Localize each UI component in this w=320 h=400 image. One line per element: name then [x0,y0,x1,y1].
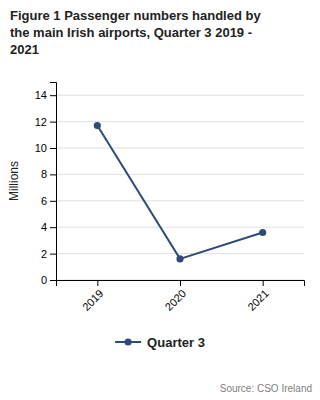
y-tick-label: 6 [41,195,47,207]
x-axis: 2019 2020 2021 [57,280,305,313]
grid-line [56,95,304,96]
legend-marker [125,338,132,345]
y-axis-title: Millions [7,161,21,201]
y-tick-mark [50,95,56,96]
x-tick-mark [180,280,181,286]
y-tick: 0 [41,274,56,286]
y-tick-label: 12 [35,116,47,128]
x-tick-label: 2019 [80,287,106,313]
y-tick-label: 8 [41,168,47,180]
y-tick-label: 0 [41,274,47,286]
title-line: 2021 [10,42,39,57]
y-tick: 10 [35,142,56,154]
x-tick: 2020 [162,280,188,313]
chart: Figure 1 Passenger numbers handled by the… [0,0,320,400]
y-tick-mark [50,148,56,149]
point [176,255,183,262]
legend-item: Quarter 3 [115,335,205,350]
source: Source: CSO Ireland [220,383,312,394]
x-tick-mark [97,280,98,286]
y-axis-line [50,83,57,281]
x-tick: 2019 [80,280,106,313]
title-line: the main Irish airports, Quarter 3 2019 … [10,25,252,40]
x-tick-label: 2020 [162,287,188,313]
y-tick-label: 2 [41,248,47,260]
grid-line [56,174,304,175]
y-tick-mark [50,280,56,281]
grid-line [56,253,304,254]
y-tick-mark [50,254,56,255]
y-tick: 6 [41,195,56,207]
x-tick: 2021 [245,280,271,313]
grid [56,95,304,280]
x-tick-label: 2021 [245,287,271,313]
point [259,229,266,236]
legend-label: Quarter 3 [147,335,205,350]
grid-line [56,227,304,228]
y-tick-mark [50,122,56,123]
y-tick: 2 [41,248,56,260]
y-tick: 12 [35,116,56,128]
point [94,122,101,129]
grid-line [56,121,304,122]
grid-line [56,148,304,149]
y-tick-mark [50,201,56,202]
plot: 0 2 4 6 8 10 12 14 2019 2020 2021 [35,83,305,313]
grid-line [56,200,304,201]
line [97,126,262,259]
y-tick-label: 4 [41,221,47,233]
y-tick-label: 10 [35,142,47,154]
marks [94,122,266,262]
y-tick: 8 [41,168,56,180]
x-axis-line [57,281,305,287]
y-tick-label: 14 [35,89,47,101]
x-tick-mark [263,280,264,286]
y-tick: 14 [35,89,56,101]
legend: Quarter 3 [115,335,205,350]
y-axis: 0 2 4 6 8 10 12 14 [35,83,57,287]
y-tick-mark [50,174,56,175]
y-tick-mark [50,227,56,228]
title: Figure 1 Passenger numbers handled by the… [10,8,261,57]
title-line: Figure 1 Passenger numbers handled by [10,8,261,23]
y-tick: 4 [41,221,56,233]
